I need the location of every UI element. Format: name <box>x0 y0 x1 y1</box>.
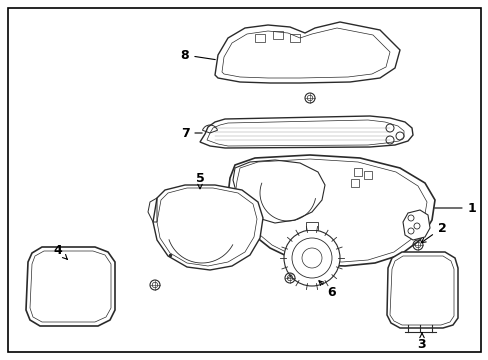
Polygon shape <box>402 210 429 240</box>
Polygon shape <box>26 247 115 326</box>
Bar <box>305 222 317 230</box>
Bar <box>254 34 264 42</box>
Bar <box>272 31 283 39</box>
Text: 2: 2 <box>421 221 446 243</box>
Text: 5: 5 <box>195 171 204 189</box>
Text: 1: 1 <box>434 202 475 215</box>
Circle shape <box>284 230 339 286</box>
Polygon shape <box>153 185 263 270</box>
Text: 8: 8 <box>181 49 215 62</box>
Text: 6: 6 <box>318 281 336 300</box>
Polygon shape <box>215 22 399 83</box>
Text: 3: 3 <box>417 333 426 351</box>
Polygon shape <box>200 116 412 148</box>
Bar <box>353 168 361 176</box>
Text: 7: 7 <box>180 126 202 140</box>
Bar <box>363 171 371 179</box>
Bar <box>350 179 358 187</box>
Bar <box>289 34 299 42</box>
Text: 4: 4 <box>54 243 67 259</box>
Polygon shape <box>227 155 434 266</box>
Polygon shape <box>386 252 457 328</box>
